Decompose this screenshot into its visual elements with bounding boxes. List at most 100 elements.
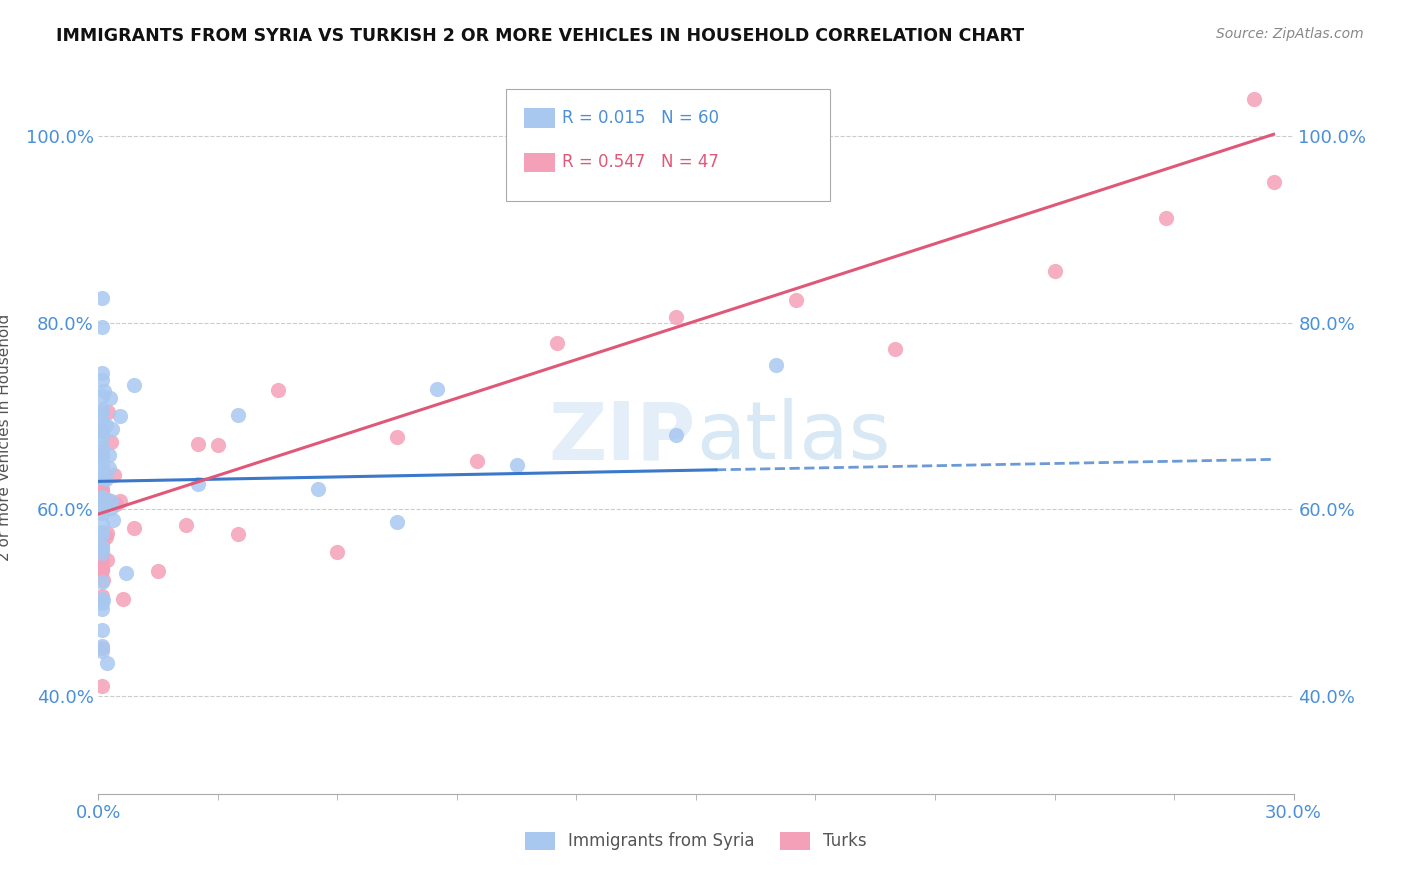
Point — [91, 546, 114, 560]
Point — [93, 384, 115, 399]
Point — [385, 515, 409, 529]
Point — [94, 417, 117, 432]
Point — [91, 389, 114, 403]
Point — [96, 530, 118, 544]
Point — [326, 544, 349, 558]
Legend: Immigrants from Syria, Turks: Immigrants from Syria, Turks — [519, 825, 873, 857]
Point — [785, 293, 807, 307]
Point — [103, 468, 125, 483]
Text: atlas: atlas — [696, 398, 890, 476]
Point — [98, 391, 121, 405]
Text: IMMIGRANTS FROM SYRIA VS TURKISH 2 OR MORE VEHICLES IN HOUSEHOLD CORRELATION CHA: IMMIGRANTS FROM SYRIA VS TURKISH 2 OR MO… — [56, 27, 1025, 45]
Point — [91, 624, 114, 638]
Point — [187, 477, 209, 491]
Text: Source: ZipAtlas.com: Source: ZipAtlas.com — [1216, 27, 1364, 41]
Point — [91, 444, 114, 458]
Point — [91, 516, 114, 531]
Point — [115, 566, 138, 580]
Point — [98, 448, 121, 462]
Point — [91, 502, 114, 516]
Point — [1263, 175, 1285, 189]
Point — [91, 526, 114, 541]
Point — [267, 383, 290, 397]
Point — [91, 490, 114, 504]
Point — [91, 425, 114, 439]
Point — [174, 518, 197, 533]
Point — [91, 679, 114, 693]
Point — [91, 475, 114, 490]
Point — [91, 639, 114, 653]
Point — [307, 482, 329, 496]
Point — [111, 592, 134, 607]
Point — [122, 377, 145, 392]
Point — [108, 409, 131, 424]
Point — [91, 561, 114, 575]
Point — [91, 547, 114, 561]
Point — [91, 471, 114, 485]
Point — [91, 450, 114, 464]
Point — [91, 404, 114, 418]
Point — [426, 382, 449, 396]
Point — [91, 542, 114, 557]
Point — [91, 402, 114, 417]
Point — [207, 438, 229, 452]
Point — [105, 497, 128, 511]
Point — [91, 414, 114, 428]
Point — [91, 292, 114, 306]
Point — [148, 564, 170, 578]
Point — [91, 507, 114, 521]
Point — [91, 602, 114, 616]
Point — [91, 554, 114, 568]
Point — [91, 320, 114, 334]
Point — [91, 563, 114, 577]
Point — [226, 526, 249, 541]
Point — [97, 404, 120, 418]
Point — [1043, 264, 1066, 278]
Point — [1154, 211, 1177, 226]
Point — [101, 422, 124, 436]
Point — [765, 358, 787, 372]
Point — [91, 425, 114, 439]
Point — [91, 366, 114, 380]
Point — [97, 492, 120, 507]
Point — [98, 461, 121, 475]
Text: R = 0.547   N = 47: R = 0.547 N = 47 — [562, 153, 720, 171]
Text: R = 0.015   N = 60: R = 0.015 N = 60 — [562, 109, 720, 127]
Point — [91, 464, 114, 478]
Point — [91, 422, 114, 436]
Point — [187, 437, 209, 451]
Point — [91, 440, 114, 454]
Point — [91, 448, 114, 462]
Point — [101, 513, 124, 527]
Point — [96, 553, 118, 567]
Point — [884, 342, 907, 356]
Point — [91, 497, 114, 511]
Point — [91, 525, 114, 540]
Point — [91, 491, 114, 506]
Point — [91, 496, 114, 510]
Point — [93, 494, 115, 508]
Point — [96, 526, 118, 541]
Point — [91, 641, 114, 656]
Point — [108, 494, 131, 508]
Point — [385, 430, 409, 444]
Point — [91, 541, 114, 555]
Point — [100, 493, 122, 508]
Point — [91, 432, 114, 446]
Point — [91, 540, 114, 554]
Point — [91, 482, 114, 496]
Y-axis label: 2 or more Vehicles in Household: 2 or more Vehicles in Household — [0, 313, 11, 561]
Point — [94, 494, 117, 508]
Point — [122, 521, 145, 535]
Point — [91, 491, 114, 506]
Point — [665, 310, 688, 325]
Point — [665, 428, 688, 442]
Point — [100, 500, 122, 515]
Point — [100, 435, 122, 450]
Point — [1243, 92, 1265, 106]
Point — [91, 575, 114, 590]
Point — [226, 408, 249, 422]
Point — [506, 458, 529, 472]
Point — [546, 335, 568, 350]
Point — [465, 454, 488, 468]
